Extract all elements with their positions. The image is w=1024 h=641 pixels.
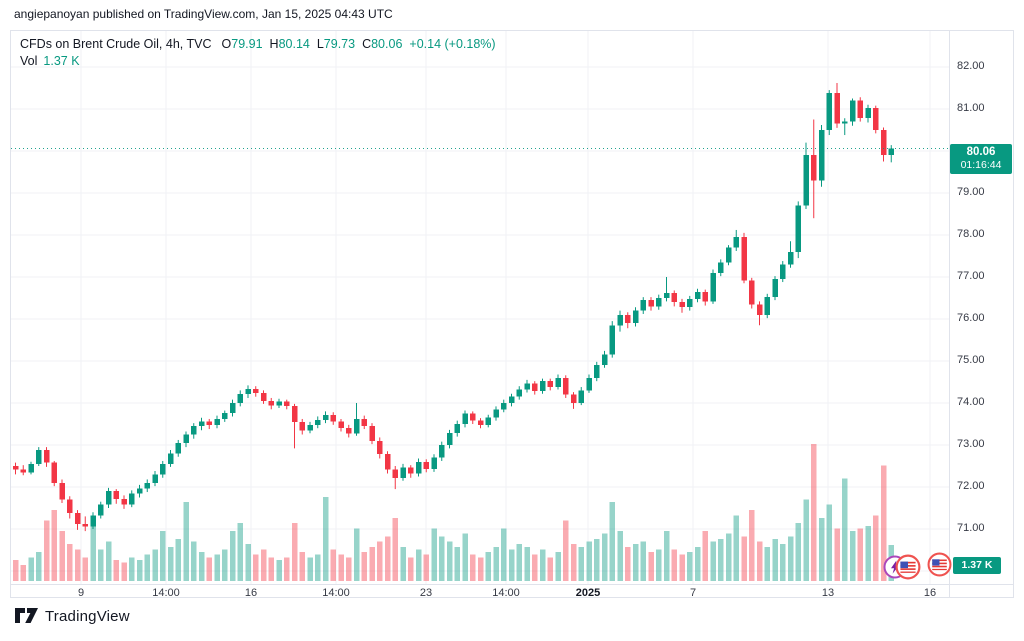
time-tick-label: 14:00 bbox=[322, 587, 350, 599]
change-value: +0.14 (+0.18%) bbox=[409, 37, 496, 51]
bar-countdown: 01:16:44 bbox=[960, 159, 1002, 171]
chart-pane[interactable] bbox=[11, 31, 949, 584]
price-tick-label: 72.00 bbox=[957, 480, 985, 492]
publish-info: angiepanoyan published on TradingView.co… bbox=[14, 7, 393, 21]
high-label: H bbox=[269, 37, 279, 51]
time-tick-label: 13 bbox=[821, 587, 835, 599]
chart-widget: CFDs on Brent Crude Oil, 4h, TVC O79.91 H8… bbox=[10, 30, 1014, 599]
time-tick-label: 14:00 bbox=[492, 587, 520, 599]
close-label: C bbox=[362, 37, 372, 51]
time-tick-label: 2025 bbox=[575, 587, 601, 599]
open-value: 79.91 bbox=[231, 37, 263, 51]
us-flag-event-icon[interactable] bbox=[927, 552, 952, 582]
price-tick-label: 74.00 bbox=[957, 396, 985, 408]
symbol-title: CFDs on Brent Crude Oil, 4h, TVC bbox=[20, 37, 212, 51]
low-value: 79.73 bbox=[323, 37, 356, 51]
last-price: 80.06 bbox=[966, 146, 996, 158]
tradingview-logo-text: TradingView bbox=[45, 608, 130, 625]
chart-legend: CFDs on Brent Crude Oil, 4h, TVC O79.91 H8… bbox=[20, 36, 496, 69]
time-tick-label: 9 bbox=[77, 587, 85, 599]
candlestick-chart[interactable] bbox=[11, 31, 949, 584]
close-value: 80.06 bbox=[371, 37, 403, 51]
price-tick-label: 79.00 bbox=[957, 186, 985, 198]
volume-label: Vol bbox=[20, 54, 38, 68]
price-tick-label: 78.00 bbox=[957, 228, 985, 240]
last-volume-badge: 1.37 K bbox=[953, 557, 1001, 574]
time-axis-separator bbox=[11, 584, 1013, 585]
price-axis-separator bbox=[949, 31, 950, 597]
price-tick-label: 71.00 bbox=[957, 522, 985, 534]
price-tick-label: 73.00 bbox=[957, 438, 985, 450]
price-tick-label: 75.00 bbox=[957, 354, 985, 366]
low-label: L bbox=[316, 37, 324, 51]
open-label: O bbox=[221, 37, 232, 51]
tradingview-attribution[interactable]: TradingView bbox=[14, 607, 130, 626]
price-tick-label: 81.00 bbox=[957, 102, 985, 114]
time-tick-label: 16 bbox=[923, 587, 937, 599]
us-flag-event-icon[interactable] bbox=[895, 554, 921, 585]
high-value: 80.14 bbox=[278, 37, 310, 51]
last-price-badge: 80.06 01:16:44 bbox=[950, 144, 1012, 174]
time-tick-label: 14:00 bbox=[152, 587, 180, 599]
tradingview-logo-icon bbox=[15, 608, 38, 623]
time-tick-label: 23 bbox=[419, 587, 433, 599]
time-tick-label: 16 bbox=[244, 587, 258, 599]
time-tick-label: 7 bbox=[689, 587, 697, 599]
price-tick-label: 76.00 bbox=[957, 312, 985, 324]
volume-value: 1.37 K bbox=[43, 54, 80, 68]
price-tick-label: 77.00 bbox=[957, 270, 985, 282]
price-tick-label: 82.00 bbox=[957, 60, 985, 72]
